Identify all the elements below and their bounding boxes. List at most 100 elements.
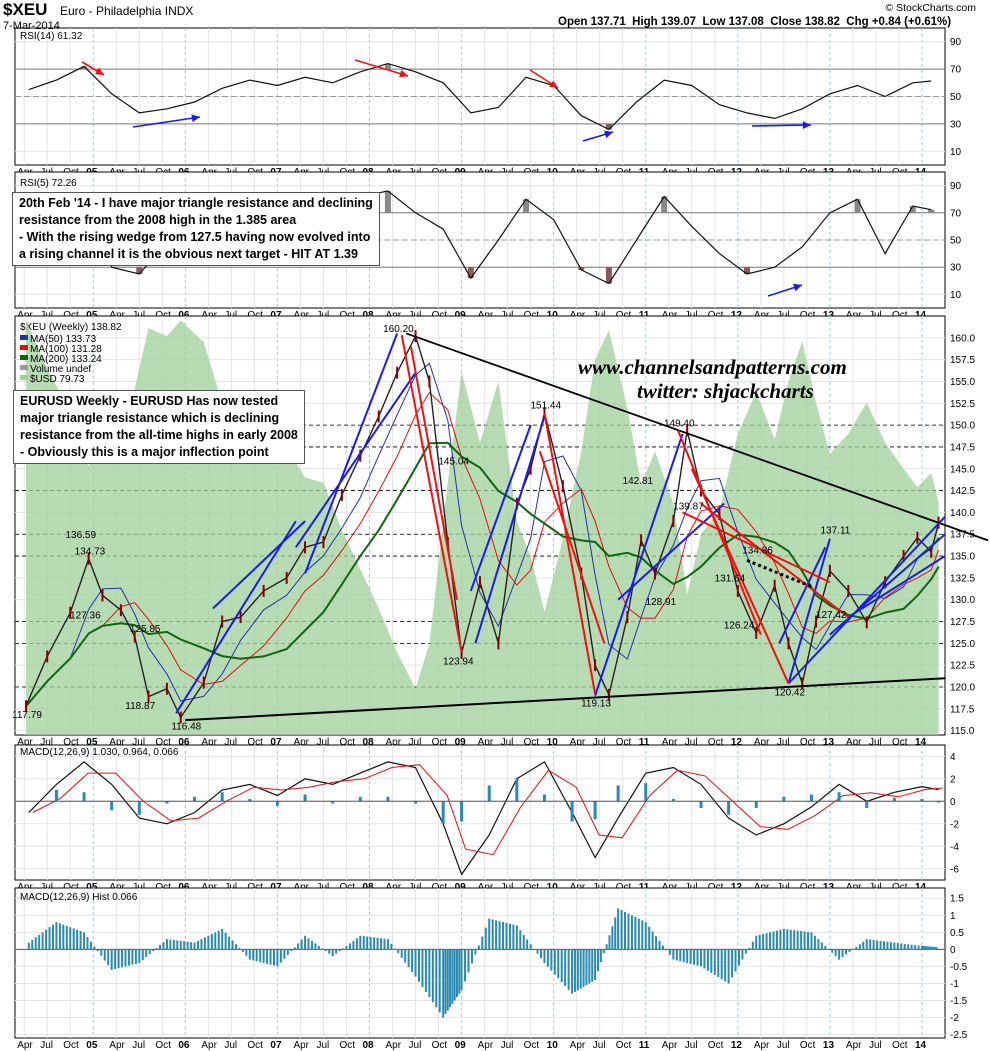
price-label: 116.48 xyxy=(171,722,201,733)
hist-bar xyxy=(407,949,410,968)
hist-bar xyxy=(470,949,473,964)
hist-bar xyxy=(446,949,449,1011)
hist-bar xyxy=(624,911,627,950)
hist-bar xyxy=(460,949,463,991)
x-tick-label: Apr xyxy=(662,1040,678,1051)
hist-bar xyxy=(689,949,692,964)
hist-bar xyxy=(366,936,369,950)
x-tick-label: Apr xyxy=(17,737,33,748)
hist-bar xyxy=(100,949,103,956)
hist-bar xyxy=(51,924,54,950)
x-tick-label: Apr xyxy=(478,737,494,748)
x-tick-label: Oct xyxy=(155,737,171,748)
hist-bar xyxy=(682,949,685,963)
x-tick-label: Oct xyxy=(432,1040,448,1051)
hist-bar xyxy=(172,939,175,950)
hist-bar xyxy=(453,949,456,1001)
hist-bar xyxy=(107,949,110,966)
hist-bar xyxy=(810,932,813,950)
hist-bar xyxy=(162,942,165,950)
hist-bar xyxy=(536,949,539,954)
hist-bar xyxy=(131,949,134,965)
x-tick-label: Jul xyxy=(40,737,53,748)
x-tick-label: Jul xyxy=(501,737,514,748)
hist-bar xyxy=(155,948,158,950)
hist-bar xyxy=(386,939,389,950)
hist-bar xyxy=(591,949,594,982)
trend-line-blue xyxy=(295,372,417,548)
y-tick-label: 130.0 xyxy=(950,595,975,606)
macd-hist-bar xyxy=(865,801,869,808)
price-label: 160.20 xyxy=(383,324,414,335)
hist-bar xyxy=(328,949,331,954)
y-tick-label: 140.0 xyxy=(950,508,975,519)
x-tick-label: Oct xyxy=(432,737,448,748)
hist-bar xyxy=(741,949,744,960)
note2-line: major triangle resistance which is decli… xyxy=(20,411,280,425)
macd-hist-bar xyxy=(542,794,546,802)
hist-bar xyxy=(58,923,61,950)
hist-bar xyxy=(929,946,932,950)
rsi-overbought-fill xyxy=(854,199,861,213)
hist-bar xyxy=(283,949,286,959)
hist-bar xyxy=(910,944,913,950)
hist-bar xyxy=(495,920,498,950)
x-tick-label: Apr xyxy=(754,737,770,748)
hist-bar xyxy=(786,929,789,950)
hist-bar xyxy=(529,944,532,950)
price-label: 125.85 xyxy=(130,624,161,635)
y-tick-label: 0 xyxy=(950,797,956,808)
trend-line-red xyxy=(690,468,790,684)
macd-hist-bar xyxy=(727,801,731,815)
x-tick-label: Oct xyxy=(708,1040,724,1051)
hist-bar xyxy=(210,934,213,950)
hist-bar xyxy=(576,949,579,991)
hist-bar xyxy=(582,949,585,987)
y-tick-label: 70 xyxy=(950,65,962,76)
panel-title: RSI(14) 61.32 xyxy=(20,31,83,42)
hist-bar xyxy=(651,931,654,950)
y-tick-label: -2 xyxy=(950,1013,959,1024)
rsi-oversold-fill xyxy=(467,267,474,279)
trend-line-blue xyxy=(175,520,297,714)
hist-bar xyxy=(484,927,487,950)
x-tick-label: Oct xyxy=(800,1040,816,1051)
y-tick-label: -6 xyxy=(950,864,959,875)
price-label: 127.36 xyxy=(70,610,101,621)
hist-bar xyxy=(152,949,155,952)
rsi-oversold-fill xyxy=(744,267,751,274)
hist-bar xyxy=(474,949,477,955)
hist-bar xyxy=(579,949,582,989)
x-tick-label: 09 xyxy=(455,1040,467,1051)
hist-bar xyxy=(772,931,775,950)
divergence-arrow xyxy=(751,124,812,127)
hist-bar xyxy=(241,949,244,952)
hist-bar xyxy=(449,949,452,1008)
y-tick-label: 30 xyxy=(950,263,962,274)
hist-bar xyxy=(390,943,393,950)
hist-bar xyxy=(596,949,599,972)
hist-bar xyxy=(193,942,196,950)
macd-hist-bar xyxy=(809,794,813,802)
hist-bar xyxy=(421,949,424,987)
x-tick-label: Apr xyxy=(846,1040,862,1051)
macd-hist-bar xyxy=(515,778,519,802)
hist-bar xyxy=(627,913,630,950)
panel-title: RSI(5) 72.26 xyxy=(20,178,77,189)
trend-line-blue xyxy=(617,502,725,601)
hist-bar xyxy=(848,949,851,952)
hist-bar xyxy=(414,949,417,977)
price-label: 139.87 xyxy=(673,502,704,513)
x-tick-label: 12 xyxy=(731,737,743,748)
x-tick-label: Jul xyxy=(593,737,606,748)
x-tick-label: Apr xyxy=(846,737,862,748)
hist-bar xyxy=(342,948,345,950)
hist-bar xyxy=(710,949,713,973)
hist-bar xyxy=(903,943,906,950)
watermark-twitter: twitter: shjackcharts xyxy=(637,379,814,403)
hist-bar xyxy=(331,949,334,957)
hist-bar xyxy=(855,946,858,950)
hist-bar xyxy=(27,942,30,950)
x-tick-label: Apr xyxy=(293,737,309,748)
